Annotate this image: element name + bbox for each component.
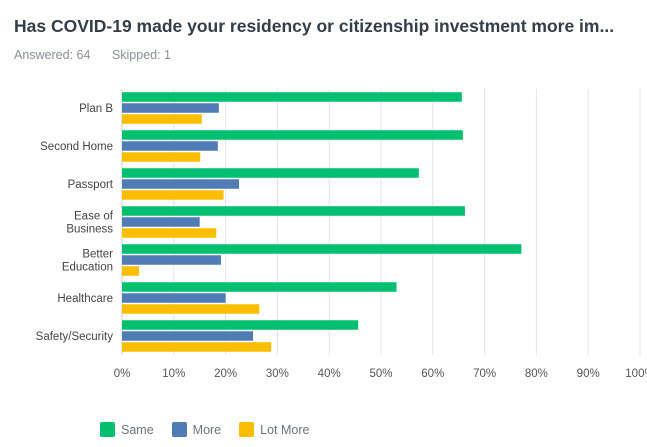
legend-label: More bbox=[192, 422, 222, 437]
legend-item: Lot More bbox=[239, 422, 309, 437]
x-tick-label: 70% bbox=[473, 368, 496, 380]
legend-label: Same bbox=[121, 422, 154, 437]
legend-item: More bbox=[171, 422, 222, 437]
bar-more bbox=[122, 103, 219, 113]
response-stats: Answered: 64 Skipped: 1 bbox=[14, 48, 189, 62]
x-tick-label: 20% bbox=[214, 368, 237, 380]
x-tick-label: 100% bbox=[625, 368, 647, 380]
category-label: Ease of bbox=[74, 211, 114, 223]
x-tick-label: 10% bbox=[162, 368, 185, 380]
bar-same bbox=[122, 206, 465, 216]
category-label: Plan B bbox=[79, 103, 113, 115]
x-tick-label: 0% bbox=[114, 368, 131, 380]
bar-more bbox=[122, 293, 226, 303]
x-tick-label: 90% bbox=[577, 368, 600, 380]
category-label: Passport bbox=[68, 179, 114, 191]
legend-swatch bbox=[171, 422, 187, 437]
x-tick-label: 60% bbox=[421, 368, 444, 380]
bar-same bbox=[122, 92, 462, 102]
legend-swatch bbox=[100, 422, 115, 437]
chart-title: Has COVID-19 made your residency or citi… bbox=[14, 16, 615, 36]
bar-same bbox=[122, 320, 359, 330]
answered-count: Answered: 64 bbox=[14, 48, 91, 62]
category-label: Safety/Security bbox=[36, 331, 114, 343]
bar-lot-more bbox=[122, 152, 201, 162]
bar-same bbox=[122, 282, 397, 292]
bar-lot-more bbox=[122, 266, 140, 276]
category-label: Second Home bbox=[40, 141, 113, 153]
legend: Same More Lot More bbox=[100, 422, 309, 437]
category-label: Better bbox=[82, 249, 113, 261]
bar-more bbox=[122, 255, 221, 265]
bar-more bbox=[122, 217, 200, 227]
bar-lot-more bbox=[122, 342, 272, 352]
bar-same bbox=[122, 244, 522, 254]
bar-same bbox=[122, 168, 419, 178]
bar-chart: 0% 10% 20% 30% 40% 50% 60% 70% 80% 90% 100% Plan B S… bbox=[36, 89, 647, 380]
bar-more bbox=[122, 331, 254, 341]
bar-more bbox=[122, 141, 218, 151]
x-tick-label: 30% bbox=[266, 368, 289, 380]
legend-item: Same bbox=[100, 422, 154, 437]
bar-more bbox=[122, 179, 240, 189]
bar-lot-more bbox=[122, 228, 217, 238]
bar-lot-more bbox=[122, 190, 224, 200]
skipped-count: Skipped: 1 bbox=[111, 48, 171, 62]
bar-same bbox=[122, 130, 463, 140]
category-label: Healthcare bbox=[57, 293, 113, 305]
x-tick-label: 40% bbox=[318, 368, 341, 380]
category-label: Business bbox=[66, 224, 113, 236]
x-tick-label: 80% bbox=[525, 368, 548, 380]
x-tick-label: 50% bbox=[369, 368, 392, 380]
bar-lot-more bbox=[122, 114, 202, 124]
category-label: Education bbox=[62, 262, 113, 274]
legend-swatch bbox=[239, 422, 255, 437]
bar-lot-more bbox=[122, 304, 260, 314]
legend-label: Lot More bbox=[260, 422, 310, 437]
